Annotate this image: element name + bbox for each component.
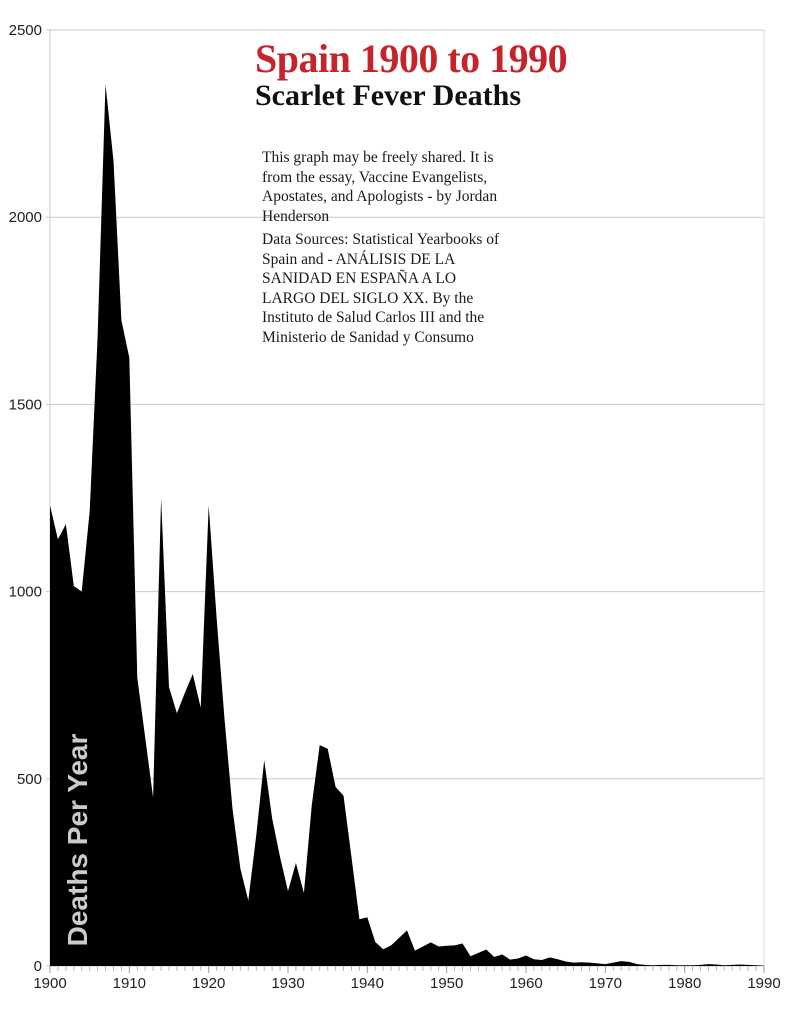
sources-note-line: Instituto de Salud Carlos III and the	[262, 309, 485, 326]
share-note-line: Apostates, and Apologists - by Jordan	[262, 188, 498, 205]
x-tick-label: 1900	[33, 975, 66, 992]
y-axis-title: Deaths Per Year	[62, 734, 93, 947]
sources-note: Data Sources: Statistical Yearbooks of S…	[262, 230, 532, 347]
x-tick-label: 1950	[430, 975, 463, 992]
share-note-line: Henderson	[262, 207, 330, 225]
y-tick-label: 1500	[9, 396, 42, 413]
chart-subtitle: Scarlet Fever Deaths	[255, 79, 522, 112]
y-tick-label: 1000	[9, 584, 42, 601]
y-tick-label: 0	[34, 958, 42, 975]
x-tick-label: 1910	[113, 975, 146, 992]
sources-note-line: Data Sources: Statistical Yearbooks of	[262, 231, 500, 248]
chart-title: Spain 1900 to 1990	[255, 36, 568, 81]
x-tick-label: 1940	[351, 975, 384, 992]
x-tick-label: 1920	[192, 975, 225, 992]
y-tick-label: 2500	[9, 22, 42, 39]
share-note: This graph may be freely shared. It is f…	[262, 148, 532, 226]
share-note-line: from the essay, Vaccine Evangelists,	[262, 168, 488, 186]
area-series	[50, 84, 764, 967]
sources-note-line: Spain and - ANÁLISIS DE LA	[262, 250, 456, 268]
chart-header: Spain 1900 to 1990 Scarlet Fever Deaths	[255, 38, 595, 112]
x-tick-label: 1930	[271, 975, 304, 992]
sources-note-line: Ministerio de Sanidad y Consumo	[262, 328, 474, 346]
x-tick-label: 1990	[747, 975, 780, 992]
sources-note-line: SANIDAD EN ESPAÑA A LO	[262, 270, 457, 287]
share-note-line: This graph may be freely shared. It is	[262, 149, 494, 166]
x-tick-label: 1960	[509, 975, 542, 992]
x-tick-label: 1980	[668, 975, 701, 992]
sources-note-line: LARGO DEL SIGLO XX. By the	[262, 289, 474, 307]
y-tick-label: 2000	[9, 209, 42, 226]
y-tick-label: 500	[17, 771, 42, 788]
x-tick-label: 1970	[589, 975, 622, 992]
